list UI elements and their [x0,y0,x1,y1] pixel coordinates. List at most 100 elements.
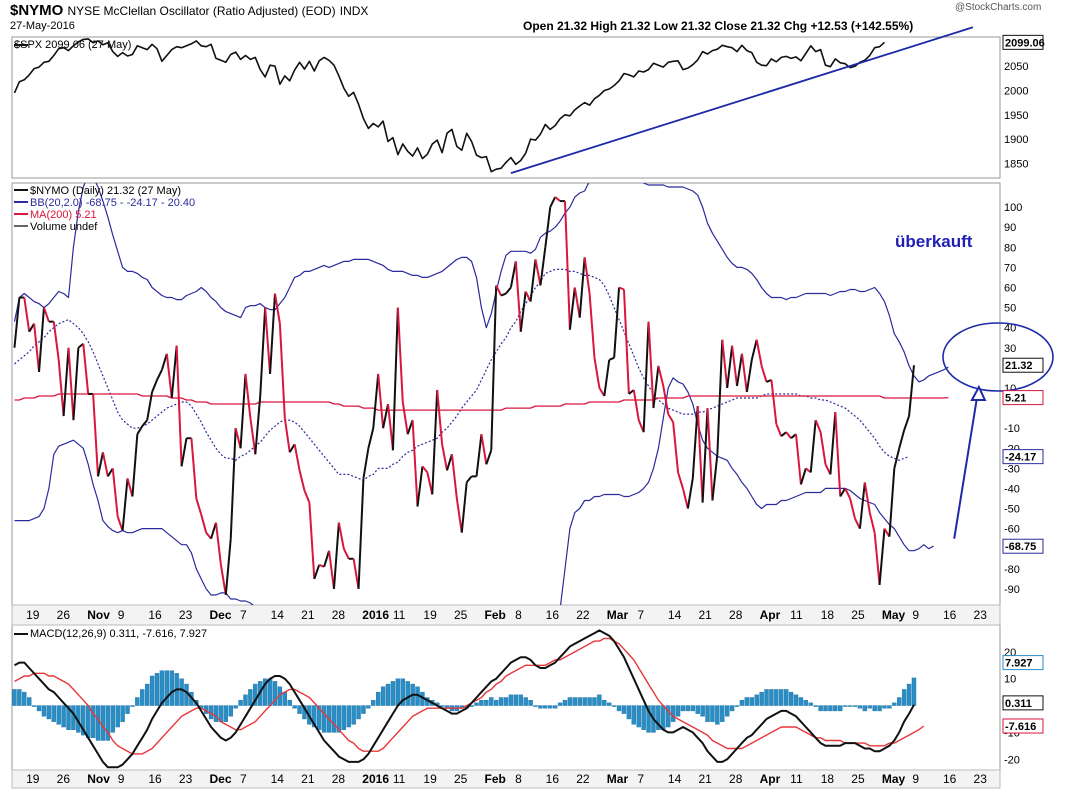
nymo-legend-entry: MA(200) 5.21 [30,209,97,221]
nymo-last-label: 21.32 [1005,360,1033,372]
macd-hist-bar [710,705,715,722]
nymo-segment [411,420,419,507]
bottom-x-tick: Nov [87,772,110,786]
macd-hist-label-box [1002,655,1044,671]
nymo-segment [618,286,625,291]
nymo-segment [745,359,753,393]
nymo-segment [446,453,453,471]
nymo-segment [151,379,158,393]
macd-hist-bar [233,705,238,709]
bottom-x-tick: 25 [454,772,468,786]
bottom-x-tick: 2016 [362,772,389,786]
ma200-last-label-box [1002,390,1044,406]
nymo-segment [760,365,768,383]
macd-hist-bar [223,705,229,722]
macd-hist-bar [857,705,863,709]
macd-hist-bar [862,705,868,712]
nymo-segment [711,454,719,501]
macd-hist-bar [61,705,66,728]
macd-hist-bar [729,705,735,712]
macd-hist-bar [144,683,150,706]
macd-hist-bar [813,705,818,707]
macd-hist-bar [341,705,346,730]
macd-hist-bar [675,705,681,717]
macd-hist-bar [164,670,170,706]
bottom-x-tick: 19 [26,772,40,786]
nymo-segment [23,297,31,332]
main-x-tick: Mar [607,608,629,622]
macd-hist-bar [179,678,184,706]
nymo-segment [323,550,331,568]
nymo-segment [563,201,571,330]
macd-hist-bar [759,691,764,706]
macd-hist-bar [27,697,32,706]
macd-hist-bar [626,705,632,720]
nymo-segment [691,405,699,479]
main-x-tick: 28 [729,608,743,622]
nymo-segment [677,472,684,489]
macd-hist-bar [267,678,273,706]
nymo-segment [33,323,41,372]
nymo-segment [505,286,512,295]
nymo-segment [441,444,448,471]
macd-hist-bar [31,705,37,707]
main-x-tick: Nov [87,608,110,622]
macd-hist-bar [282,691,288,706]
bottom-x-tick: 11 [790,772,803,786]
nymo-segment [844,488,851,499]
nymo-segment [460,482,468,533]
macd-hist-bar [503,697,509,706]
bottom-x-tick: 16 [943,772,957,786]
macd-hist-bar [828,705,833,712]
nymo-segment [888,468,896,537]
nymo-segment [554,196,561,202]
annotation-ueberkauft: überkauft [895,232,973,251]
pane-frame-top [11,36,1001,179]
nymo-segment [308,502,316,579]
nymo-segment [593,357,601,389]
nymo-segment [303,490,311,503]
nymo-segment [332,522,340,589]
nymo-segment [391,307,399,451]
bottom-x-tick: 19 [423,772,437,786]
bottom-x-tick: 18 [821,772,835,786]
nymo-y-tick: 60 [1004,282,1016,294]
nymo-segment [357,478,365,589]
nymo-segment [57,359,65,417]
macd-hist-bar [842,705,848,707]
macd-hist-bar [818,705,823,712]
nymo-segment [254,395,262,455]
macd-hist-bar [656,705,661,730]
nymo-segment [509,261,517,288]
macd-hist-bar [479,699,484,706]
nymo-segment [180,438,188,467]
macd-hist-bar [641,705,646,730]
nymo-legend-entry: BB(20,2.0) -68.75 - -24.17 - 20.40 [30,197,195,209]
nymo-legend-entry: Volume undef [30,221,98,233]
nymo-segment [868,512,876,533]
macd-hist-bar [852,705,858,707]
nymo-segment [750,339,758,361]
macd-y-tick: -20 [1004,754,1020,766]
macd-hist-bar [670,705,676,722]
macd-hist-bar [700,705,705,717]
macd-hist-bar [538,705,543,709]
macd-hist-bar [321,705,327,733]
macd-hist-bar [400,678,405,706]
macd-hist-bar [646,705,651,733]
bb-mid-line [14,268,910,481]
nymo-segment [632,389,640,421]
main-x-tick: May [882,608,906,622]
macd-hist-bar [272,681,278,706]
macd-hist-bar [582,697,587,706]
nymo-segment [622,289,630,395]
bottom-x-tick: 25 [851,772,865,786]
nymo-segment [785,431,792,439]
nymo-segment [160,353,168,371]
nymo-y-tick: -50 [1004,504,1020,516]
macd-hist-bar [154,673,160,706]
nymo-segment [578,257,586,318]
macd-hist-bar [253,683,258,706]
macd-hist-bar [371,699,376,706]
macd-hist-bar [774,689,779,706]
